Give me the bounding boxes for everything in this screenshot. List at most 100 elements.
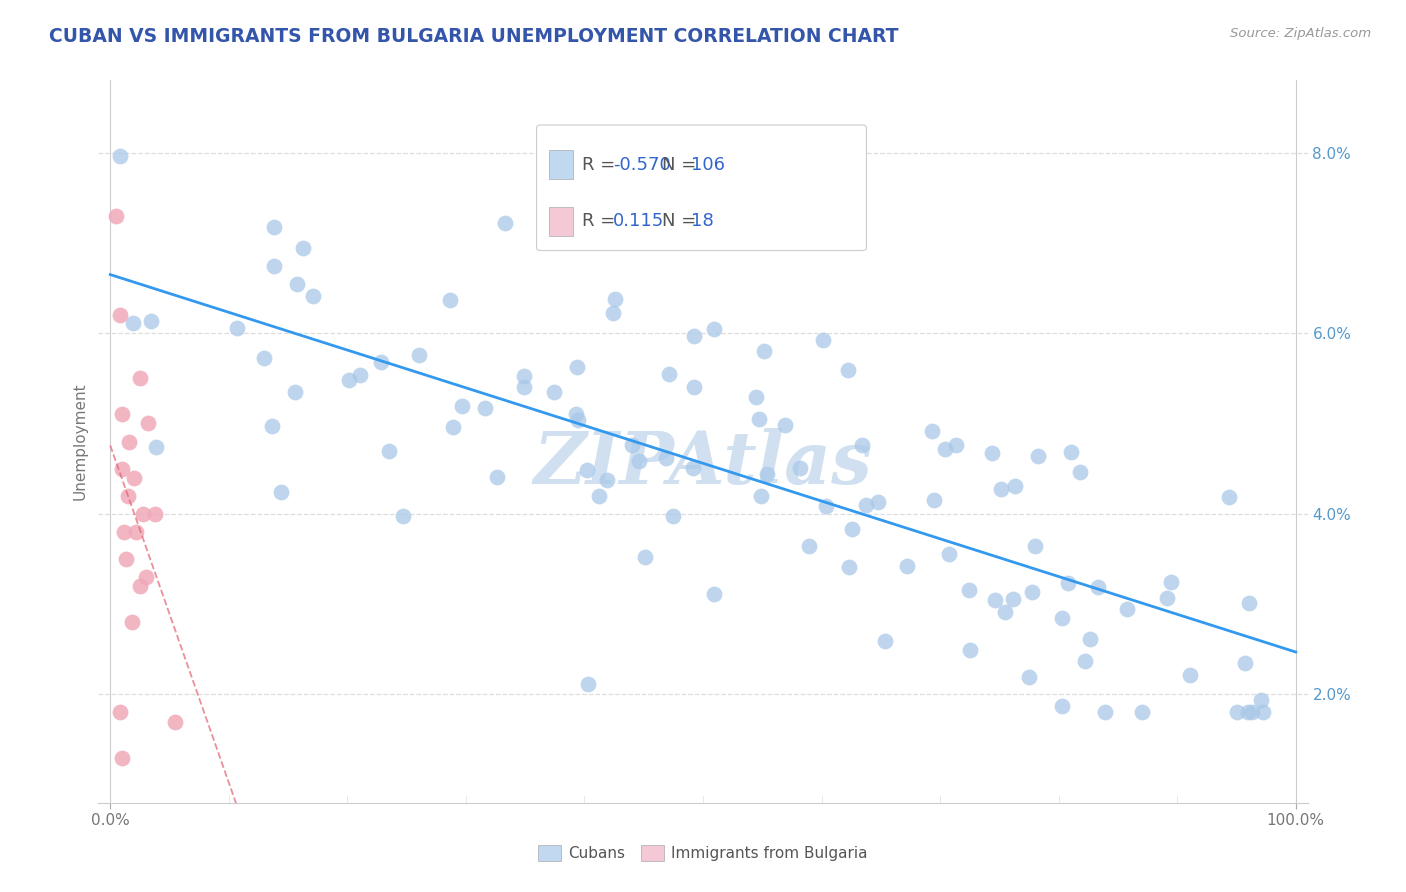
Point: [1156, 591, 1178, 606]
Point: [837, 363, 859, 377]
Point: [292, 241, 315, 255]
Point: [111, 750, 134, 764]
Point: [408, 348, 430, 362]
Point: [111, 461, 134, 475]
Point: [799, 539, 821, 553]
Point: [703, 321, 725, 335]
Point: [755, 467, 778, 481]
Point: [749, 489, 772, 503]
Point: [1233, 657, 1256, 671]
Point: [108, 706, 131, 720]
Point: [841, 522, 863, 536]
Point: [114, 552, 136, 566]
Point: [108, 308, 131, 322]
Point: [838, 560, 860, 574]
Point: [1087, 580, 1109, 594]
Point: [145, 441, 167, 455]
Point: [576, 676, 599, 690]
Point: [129, 371, 152, 385]
Point: [654, 451, 676, 466]
Point: [984, 592, 1007, 607]
Point: [485, 470, 508, 484]
Point: [1237, 706, 1260, 720]
Point: [1237, 596, 1260, 610]
Point: [337, 373, 360, 387]
Point: [1094, 706, 1116, 720]
Point: [450, 399, 472, 413]
Text: ZIPAtlas: ZIPAtlas: [534, 428, 872, 499]
Point: [748, 411, 770, 425]
Point: [1060, 444, 1083, 458]
Point: [1021, 585, 1043, 599]
Point: [628, 453, 651, 467]
Point: [567, 413, 589, 427]
Point: [981, 445, 1004, 459]
Point: [129, 579, 152, 593]
Text: 18: 18: [692, 212, 714, 230]
Point: [658, 367, 681, 381]
Point: [378, 443, 401, 458]
Point: [108, 149, 131, 163]
Point: [118, 434, 141, 449]
Point: [993, 605, 1015, 619]
Point: [745, 390, 768, 404]
Point: [588, 489, 610, 503]
Point: [1050, 698, 1073, 713]
Point: [1241, 706, 1264, 720]
Point: [990, 482, 1012, 496]
Point: [565, 407, 588, 421]
Point: [959, 643, 981, 657]
Point: [682, 460, 704, 475]
Point: [439, 293, 461, 307]
Text: Source: ZipAtlas.com: Source: ZipAtlas.com: [1230, 27, 1371, 40]
Point: [576, 463, 599, 477]
Point: [602, 306, 624, 320]
Point: [683, 329, 706, 343]
Point: [957, 583, 980, 598]
Point: [1069, 466, 1091, 480]
Point: [302, 288, 325, 302]
Text: CUBAN VS IMMIGRANTS FROM BULGARIA UNEMPLOYMENT CORRELATION CHART: CUBAN VS IMMIGRANTS FROM BULGARIA UNEMPL…: [49, 27, 898, 45]
Point: [703, 587, 725, 601]
Point: [603, 292, 626, 306]
Point: [1251, 706, 1274, 720]
Point: [1218, 490, 1240, 504]
Point: [370, 355, 392, 369]
Point: [934, 442, 956, 456]
Point: [474, 401, 496, 415]
Point: [1250, 693, 1272, 707]
Point: [813, 334, 835, 348]
Y-axis label: Unemployment: Unemployment: [72, 383, 87, 500]
Legend: Cubans, Immigrants from Bulgaria: Cubans, Immigrants from Bulgaria: [531, 839, 875, 867]
Point: [596, 473, 619, 487]
Point: [135, 570, 157, 584]
Point: [1001, 592, 1024, 607]
Text: R =: R =: [582, 212, 621, 230]
Point: [1026, 449, 1049, 463]
Point: [121, 615, 143, 630]
Point: [866, 494, 889, 508]
Point: [1018, 670, 1040, 684]
Point: [513, 380, 536, 394]
Point: [143, 507, 166, 521]
Point: [634, 550, 657, 565]
Point: [789, 461, 811, 475]
Point: [945, 437, 967, 451]
Point: [814, 499, 837, 513]
Point: [662, 508, 685, 523]
Point: [543, 384, 565, 399]
Point: [349, 368, 371, 383]
Point: [263, 220, 285, 235]
Point: [285, 277, 308, 292]
Point: [1116, 602, 1139, 616]
Point: [513, 368, 536, 383]
Point: [225, 321, 247, 335]
Point: [270, 484, 292, 499]
Point: [284, 385, 307, 400]
Text: R =: R =: [582, 156, 621, 174]
Point: [1130, 706, 1153, 720]
Point: [773, 417, 796, 432]
Point: [851, 438, 873, 452]
Point: [105, 209, 128, 223]
Point: [121, 317, 143, 331]
